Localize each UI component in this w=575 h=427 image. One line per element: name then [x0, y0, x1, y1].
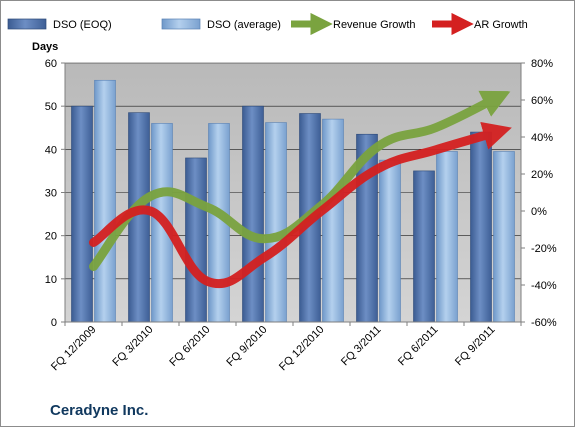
right-tick-label: 0% — [531, 206, 547, 218]
bar-dso-eoq — [413, 170, 435, 323]
bar-dso-eoq — [71, 105, 93, 323]
right-tick-label: 40% — [531, 132, 553, 144]
right-tick-label: 60% — [531, 95, 553, 107]
growth-lines — [89, 90, 512, 289]
bar-dso-average — [379, 159, 401, 323]
left-tick-label: 60 — [45, 58, 57, 70]
left-tick-label: 50 — [45, 101, 57, 113]
right-tick-label: -20% — [531, 243, 557, 255]
left-tick-label: 20 — [45, 231, 57, 243]
left-tick-label: 10 — [45, 274, 57, 286]
legend-ar-growth: AR Growth — [432, 12, 528, 36]
right-tick-label: -60% — [531, 317, 557, 329]
bar-dso-eoq — [242, 105, 264, 323]
right-tick-label: -40% — [531, 280, 557, 292]
bar-dso-eoq — [185, 157, 207, 323]
legend-label: Revenue Growth — [333, 19, 416, 31]
right-tick-label: 20% — [531, 169, 553, 181]
legend-dso-average: DSO (average) — [161, 18, 281, 31]
right-axis-ticks: -60% -40% -20% 0% 20% 40% 60% 80% — [521, 58, 557, 329]
left-tick-label: 30 — [45, 188, 57, 200]
legend-label: DSO (average) — [207, 19, 281, 31]
bar-dso-eoq — [470, 131, 492, 323]
line-revenue-growth — [89, 90, 511, 271]
bar-dso-average — [493, 151, 515, 323]
line-ar-growth — [89, 121, 512, 289]
right-tick-label: 80% — [531, 58, 553, 70]
legend-dso-eoq: DSO (EOQ) — [7, 18, 112, 31]
legend: DSO (EOQ) DSO (average) Revenue Growth AR G… — [7, 12, 528, 36]
legend-revenue-growth: Revenue Growth — [291, 12, 416, 36]
legend-label: DSO (EOQ) — [53, 19, 112, 31]
left-axis-ticks: 0 10 20 30 40 50 60 — [45, 58, 65, 329]
left-tick-label: 40 — [45, 144, 57, 156]
legend-swatch — [7, 18, 47, 30]
bar-dso-average — [265, 122, 287, 323]
company-name: Ceradyne Inc. — [50, 402, 148, 419]
legend-label: AR Growth — [474, 19, 528, 31]
y-axis-title: Days — [32, 41, 58, 53]
bar-dso-average — [436, 151, 458, 323]
bar-dso-average — [322, 118, 344, 323]
bar-dso-average — [94, 79, 116, 323]
legend-swatch — [161, 18, 201, 30]
left-tick-label: 0 — [51, 317, 57, 329]
